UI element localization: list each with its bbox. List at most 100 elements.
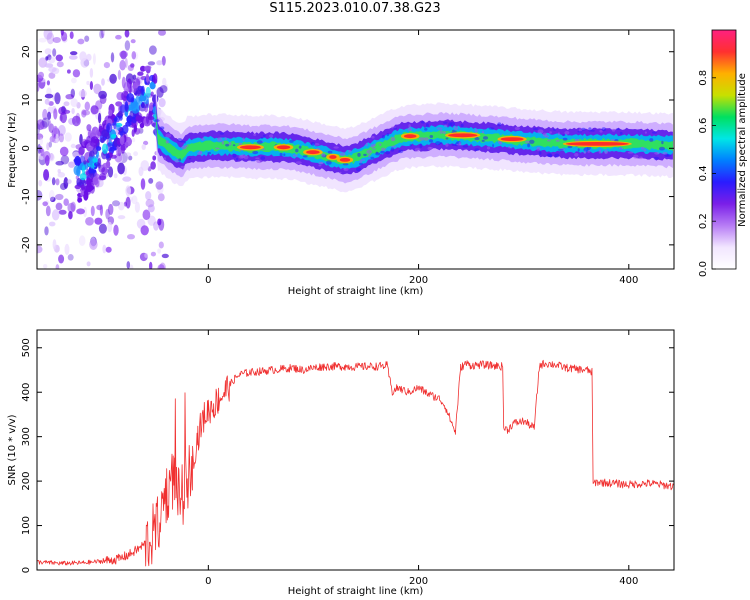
spectrogram-band-speckle [514, 126, 520, 131]
spectrogram-band-speckle [436, 127, 443, 130]
spectrogram-noise-blob [55, 133, 59, 144]
spectrogram-ridge-blob [80, 184, 85, 191]
spectrogram-ridge-blob [74, 155, 81, 167]
spectrogram-band-speckle [295, 148, 299, 153]
spectrogram-band-speckle [580, 127, 587, 131]
spectrogram-band-speckle [181, 145, 187, 150]
spectrogram-band-speckle [443, 121, 448, 125]
spectrogram-noise-blob [44, 93, 54, 99]
spectrogram-band-speckle [342, 163, 349, 166]
spectrogram-noise-blob [68, 211, 73, 220]
snr-series-line [37, 359, 674, 567]
spectrogram-noise-blob [37, 119, 45, 131]
spectrogram-noise-blob [71, 108, 75, 115]
spectrogram-noise-blob [99, 30, 104, 39]
spectrogram-noise-blob [60, 155, 70, 165]
spectrogram-band-speckle [408, 124, 411, 129]
spectrogram-noise-blob [102, 244, 107, 254]
spectrogram-noise-blob [44, 98, 50, 105]
spectrogram-band-speckle [474, 148, 480, 152]
spectrogram-noise-blob [51, 209, 60, 221]
spectrogram-band-speckle [339, 171, 342, 174]
spectrogram-y-tick-label: 20 [21, 45, 32, 58]
spectrogram-band-speckle [462, 145, 469, 148]
spectrogram-band-speckle [407, 127, 413, 131]
spectrogram-ridge-blob [132, 82, 139, 89]
spectrogram-ridge-blob [143, 95, 149, 105]
spectrogram-noise-blob [61, 105, 66, 114]
spectrogram-noise-blob [70, 51, 78, 56]
spectrogram-ridge-blob [99, 172, 106, 181]
spectrogram-ridge-blob [89, 139, 98, 147]
spectrogram-noise-blob [157, 218, 162, 226]
spectrogram-noise-blob [131, 51, 137, 60]
spectrogram-band-speckle [292, 154, 298, 157]
spectrogram-noise-blob [137, 71, 144, 76]
spectrogram-band-speckle [633, 154, 639, 159]
spectrogram-band-speckle [163, 157, 166, 161]
spectrogram-band-speckle [557, 132, 560, 136]
spectrogram-noise-blob [67, 69, 71, 74]
spectrogram-band-speckle [574, 153, 579, 157]
spectrogram-noise-blob [77, 38, 85, 45]
snr-y-tick-label: 100 [21, 516, 32, 535]
snr-plot-area [37, 359, 674, 567]
spectrogram-y-tick-label: 10 [21, 94, 32, 107]
spectrogram-noise-blob [110, 52, 115, 63]
spectrogram-noise-blob [38, 37, 47, 43]
spectrogram-noise-blob [131, 195, 138, 205]
snr-y-axis-label: SNR (10 * v/v) [7, 414, 18, 485]
spectrogram-band-speckle [225, 143, 230, 147]
spectrogram-noise-blob [81, 109, 87, 118]
spectrogram-band-speckle [547, 154, 553, 157]
spectrogram-band-speckle [250, 159, 256, 162]
spectrogram-band-speckle [604, 149, 609, 155]
spectrogram-noise-blob [59, 146, 69, 157]
spectrogram-band-speckle [321, 153, 326, 157]
spectrogram-noise-blob [60, 111, 67, 124]
spectrogram-noise-blob [124, 40, 131, 51]
spectrogram-band-speckle [458, 141, 462, 146]
spectrogram-noise-blob [150, 161, 156, 170]
spectrogram-noise-blob [90, 205, 95, 217]
spectrogram-band-speckle [224, 137, 228, 141]
spectrogram-band-speckle [525, 140, 530, 144]
spectrogram-noise-blob [157, 184, 164, 194]
spectrogram-noise-blob [39, 137, 43, 146]
spectrogram-noise-blob [103, 62, 110, 69]
spectrogram-noise-blob [162, 77, 167, 87]
spectrogram-band-speckle [252, 150, 259, 155]
spectrogram-noise-blob [89, 239, 98, 251]
spectrogram-band-speckle [255, 157, 260, 160]
spectrogram-ridge-blob [123, 81, 131, 93]
spectrogram-noise-blob [70, 98, 78, 107]
spectrogram-band-speckle [180, 165, 185, 169]
spectrogram-band-speckle [426, 123, 429, 128]
spectrogram-noise-blob [161, 55, 166, 66]
spectrogram-ridge-blob [74, 184, 82, 190]
spectrogram-band-speckle [652, 131, 657, 134]
spectrogram-band-speckle [460, 123, 464, 128]
spectrogram-band-speckle [508, 146, 511, 149]
spectrogram-noise-blob [49, 135, 56, 143]
spectrogram-noise-blob [98, 112, 102, 124]
spectrogram-ridge-blob [145, 73, 149, 83]
spectrogram-noise-blob [51, 177, 56, 186]
spectrogram-band-speckle [262, 134, 266, 137]
spectrogram-band-speckle [419, 143, 423, 148]
spectrogram-band-speckle [253, 133, 257, 136]
snr-y-tick-label: 200 [21, 472, 32, 491]
spectrogram-band-speckle [599, 129, 603, 133]
spectrogram-band-speckle [260, 136, 264, 139]
spectrogram-ridge-blob [149, 81, 156, 90]
spectrogram-noise-blob [38, 71, 44, 79]
spectrogram-noise-blob [115, 34, 122, 40]
spectrogram-noise-blob [44, 48, 52, 55]
spectrogram-band-speckle [327, 150, 333, 154]
spectrogram-noise-blob [156, 60, 163, 66]
spectrogram-noise-blob [55, 54, 63, 62]
spectrogram-peak [339, 158, 351, 162]
spectrogram-noise-blob [140, 160, 150, 171]
spectrogram-band-speckle [529, 139, 535, 144]
